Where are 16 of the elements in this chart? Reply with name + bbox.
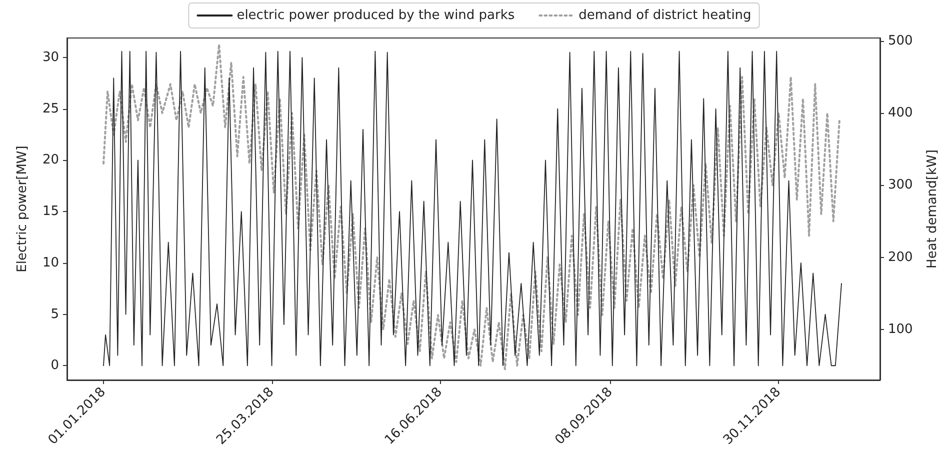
y-axis-title: Electric power[MW] xyxy=(15,146,30,272)
y-tick-label: 25 xyxy=(42,101,59,116)
y2-tick-label: 200 xyxy=(888,250,913,265)
y2-tick-label: 400 xyxy=(888,106,913,121)
y-tick-label: 0 xyxy=(50,358,59,374)
legend-label: demand of district heating xyxy=(578,8,752,23)
y2-tick-label: 100 xyxy=(888,322,913,337)
y-tick-label: 5 xyxy=(50,306,59,322)
y2-tick-label: 300 xyxy=(888,178,913,193)
y-tick-label: 10 xyxy=(42,255,59,270)
y-tick-label: 15 xyxy=(42,204,59,220)
y-tick-label: 20 xyxy=(42,152,59,168)
legend-label: electric power produced by the wind parks xyxy=(236,8,515,23)
y2-axis-title: Heat demand[kW] xyxy=(925,150,940,268)
y-tick-label: 30 xyxy=(42,50,59,66)
y2-tick-label: 500 xyxy=(888,33,913,48)
